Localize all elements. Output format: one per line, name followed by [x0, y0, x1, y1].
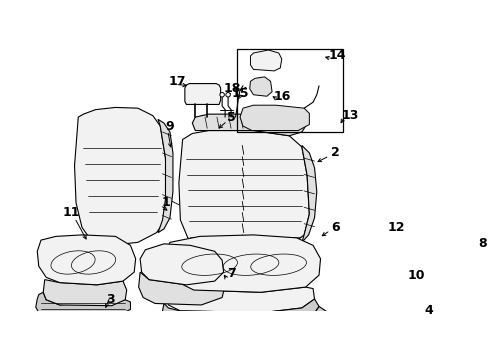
Polygon shape	[37, 235, 136, 285]
Text: 4: 4	[424, 305, 433, 318]
Text: 17: 17	[169, 75, 186, 88]
Polygon shape	[192, 114, 306, 136]
Text: 5: 5	[227, 111, 236, 123]
Polygon shape	[302, 145, 317, 242]
Polygon shape	[240, 105, 309, 131]
Text: 14: 14	[328, 49, 345, 63]
Polygon shape	[250, 50, 282, 71]
Circle shape	[226, 93, 230, 97]
Polygon shape	[158, 120, 173, 233]
Text: 16: 16	[273, 90, 291, 103]
Text: 9: 9	[166, 120, 174, 132]
Polygon shape	[179, 131, 309, 250]
Text: 6: 6	[331, 221, 340, 234]
Text: 1: 1	[161, 196, 170, 209]
Circle shape	[220, 93, 224, 97]
Polygon shape	[236, 306, 328, 328]
Polygon shape	[250, 77, 272, 96]
Text: 10: 10	[407, 269, 425, 282]
Polygon shape	[139, 272, 225, 305]
Text: 3: 3	[106, 293, 115, 306]
Text: 15: 15	[231, 87, 249, 100]
Text: 2: 2	[331, 147, 340, 159]
Polygon shape	[163, 299, 319, 320]
Polygon shape	[36, 292, 130, 315]
Text: 7: 7	[227, 267, 236, 280]
Text: 18: 18	[224, 82, 241, 95]
Text: 12: 12	[388, 221, 405, 234]
Text: 11: 11	[62, 206, 79, 219]
Text: 13: 13	[342, 109, 359, 122]
Polygon shape	[166, 235, 320, 292]
Polygon shape	[166, 287, 315, 312]
Polygon shape	[43, 280, 127, 306]
Polygon shape	[74, 107, 168, 245]
Bar	[237, 49, 343, 132]
Polygon shape	[140, 244, 223, 285]
Polygon shape	[185, 84, 220, 104]
Text: 8: 8	[479, 237, 488, 250]
